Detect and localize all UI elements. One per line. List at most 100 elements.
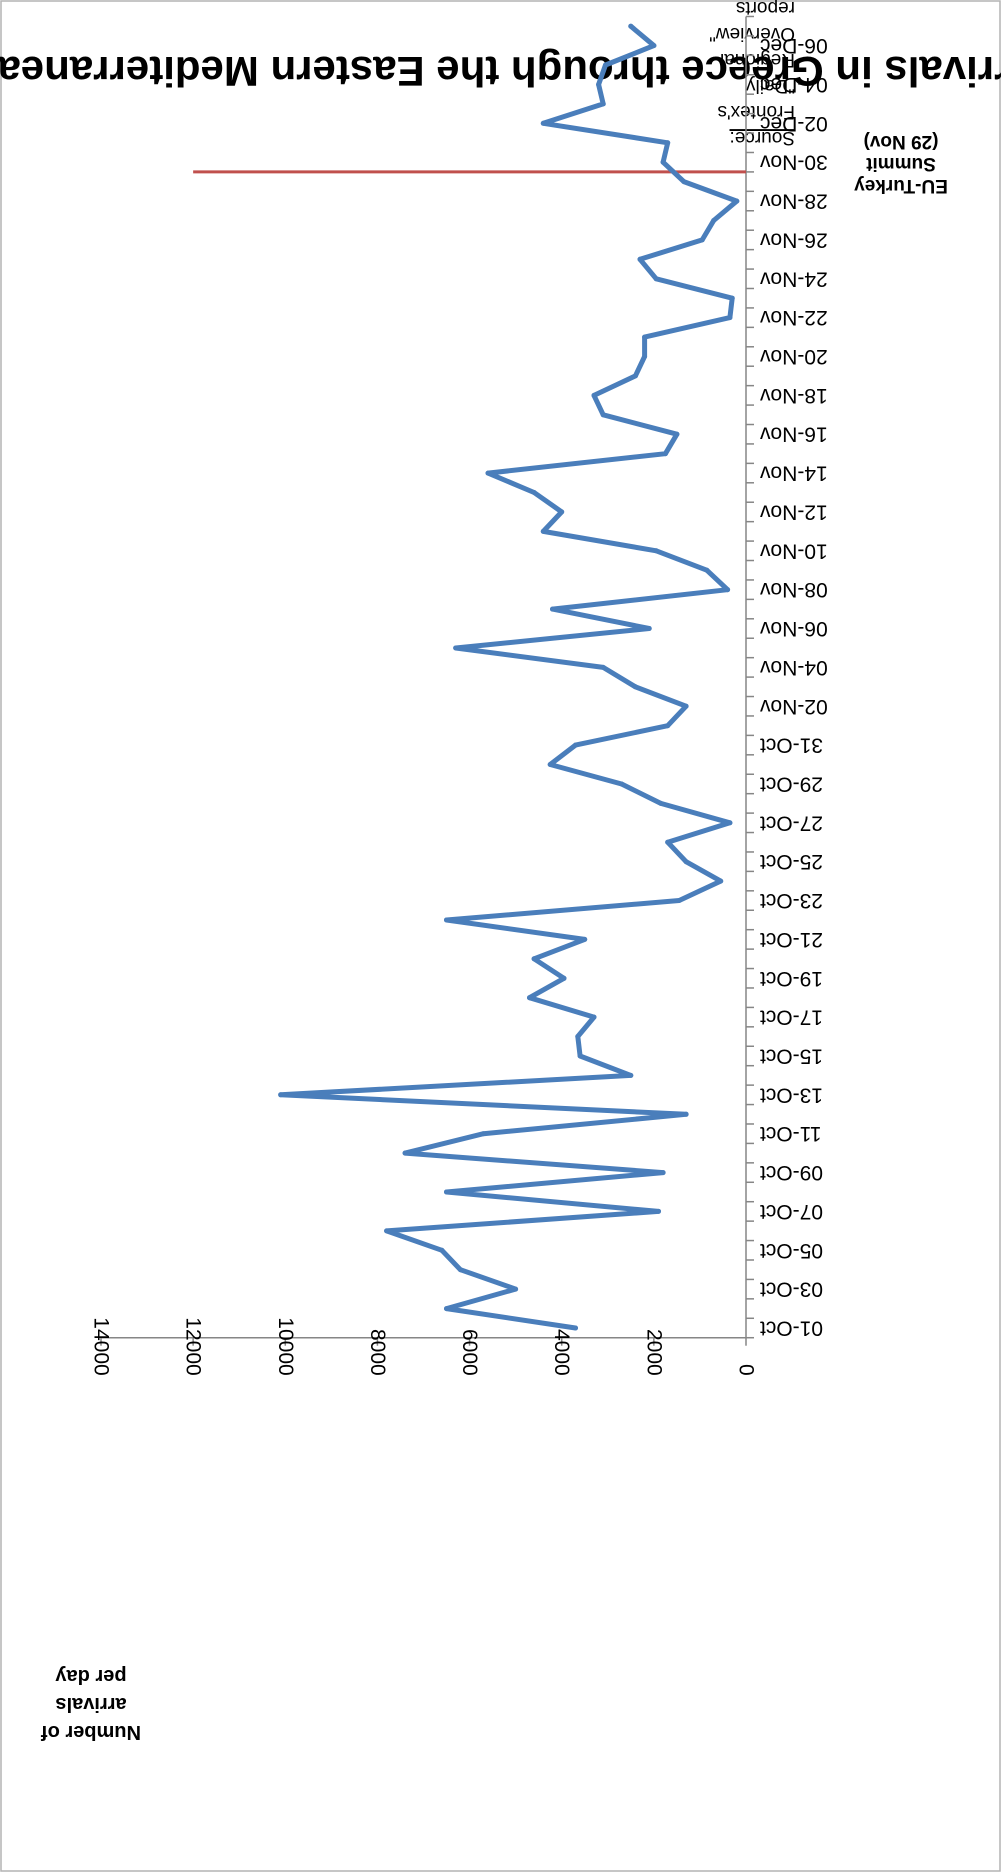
data-point — [600, 101, 606, 107]
data-point — [573, 742, 578, 748]
source-line: Overview" — [709, 23, 795, 44]
x-tick-label: 29-Oct — [760, 772, 823, 795]
data-point — [540, 120, 546, 126]
data-point — [531, 490, 537, 495]
data-point — [683, 703, 689, 709]
x-tick-label: 18-Nov — [760, 384, 828, 407]
data-point — [561, 975, 567, 981]
y-axis-title: Number of arrivals per day — [41, 1665, 141, 1743]
source-line: Frontex's — [717, 101, 795, 122]
data-point — [596, 82, 602, 87]
data-point — [642, 354, 648, 359]
data-point — [575, 1034, 581, 1039]
data-point — [683, 859, 689, 865]
data-point — [531, 956, 537, 962]
x-tick-label: 02-Dec — [760, 112, 828, 135]
x-tick-label: 27-Oct — [760, 811, 823, 834]
y-tick-label: 14000 — [90, 1317, 113, 1375]
chart-title: Daily arrivals in Greece through the Eas… — [0, 48, 1001, 95]
y-tick-label: 10000 — [274, 1317, 297, 1375]
x-tick-label: 22-Nov — [760, 306, 828, 329]
x-tick-label: 26-Nov — [760, 228, 828, 251]
series-line — [278, 23, 740, 1331]
data-point — [603, 62, 608, 68]
x-tick-label: 06-Nov — [760, 617, 828, 640]
y-tick-label: 4000 — [550, 1329, 573, 1376]
data-point — [658, 800, 664, 806]
x-tick-label: 23-Oct — [760, 889, 823, 912]
x-tick-label: 04-Dec — [760, 73, 828, 96]
x-tick-label: 24-Nov — [760, 267, 828, 290]
data-point — [660, 159, 666, 165]
data-point — [444, 1189, 449, 1195]
data-point — [699, 237, 705, 243]
data-point — [727, 315, 733, 321]
x-tick-label: 21-Oct — [760, 928, 823, 951]
source-line: "Daily — [746, 75, 795, 96]
x-tick-label: 20-Nov — [760, 345, 828, 368]
data-point — [725, 587, 731, 593]
data-point — [540, 528, 546, 534]
data-point — [628, 1072, 634, 1078]
x-tick-label: 09-Oct — [760, 1161, 823, 1184]
plot-area — [278, 23, 740, 1331]
x-tick-label: 17-Oct — [760, 1006, 823, 1029]
data-point — [619, 781, 625, 787]
data-point — [662, 451, 668, 457]
y-tick-label: 2000 — [642, 1329, 665, 1376]
y-axis-title-line: arrivals — [55, 1693, 126, 1715]
annotation-label-line: Summit — [865, 153, 935, 174]
data-point — [683, 1111, 689, 1117]
x-tick-label: 31-Oct — [760, 734, 823, 757]
data-point — [651, 43, 657, 49]
data-point — [513, 1286, 519, 1292]
x-tick-label: 19-Oct — [760, 967, 823, 990]
data-point — [637, 256, 643, 262]
x-tick-label: 30-Nov — [760, 151, 828, 174]
data-point — [591, 1014, 597, 1020]
data-point — [582, 936, 588, 942]
data-point — [674, 431, 680, 437]
data-point — [573, 1325, 578, 1331]
data-point — [591, 392, 597, 398]
data-point — [402, 1150, 408, 1156]
x-tick-label: 02-Nov — [760, 695, 828, 718]
x-tick-label: 14-Nov — [760, 462, 828, 485]
data-point — [453, 645, 459, 651]
data-point — [656, 1208, 661, 1214]
data-point — [681, 179, 687, 185]
x-tick-label: 15-Oct — [760, 1044, 823, 1067]
data-point — [550, 606, 555, 612]
x-tick-label: 06-Dec — [760, 34, 828, 57]
data-point — [734, 198, 740, 204]
x-tick-label: 28-Nov — [760, 190, 828, 213]
data-point — [527, 995, 532, 1001]
data-point — [718, 878, 724, 884]
y-tick-label: 0 — [735, 1364, 758, 1376]
x-tick-label: 03-Oct — [760, 1278, 823, 1301]
data-point — [439, 1247, 445, 1253]
x-tick-label: 13-Oct — [760, 1083, 823, 1106]
data-point — [632, 373, 638, 379]
data-point — [676, 898, 682, 903]
data-point — [665, 839, 671, 845]
data-point — [711, 218, 717, 223]
annotation-label-line: (29 Nov) — [864, 131, 939, 152]
x-tick-label: 11-Oct — [760, 1122, 822, 1145]
y-tick-label: 6000 — [458, 1329, 481, 1376]
data-point — [704, 567, 710, 573]
data-point — [577, 1053, 583, 1059]
data-point — [646, 626, 652, 631]
x-tick-label: 04-Nov — [760, 656, 828, 679]
data-point — [653, 548, 659, 554]
x-tick-label: 01-Oct — [760, 1317, 823, 1340]
data-point — [480, 1131, 486, 1137]
data-point — [547, 762, 553, 767]
x-tick-label: 05-Oct — [760, 1239, 823, 1262]
data-point — [444, 1306, 449, 1312]
data-point — [600, 412, 606, 418]
data-point — [628, 23, 634, 29]
data-point — [485, 470, 491, 476]
